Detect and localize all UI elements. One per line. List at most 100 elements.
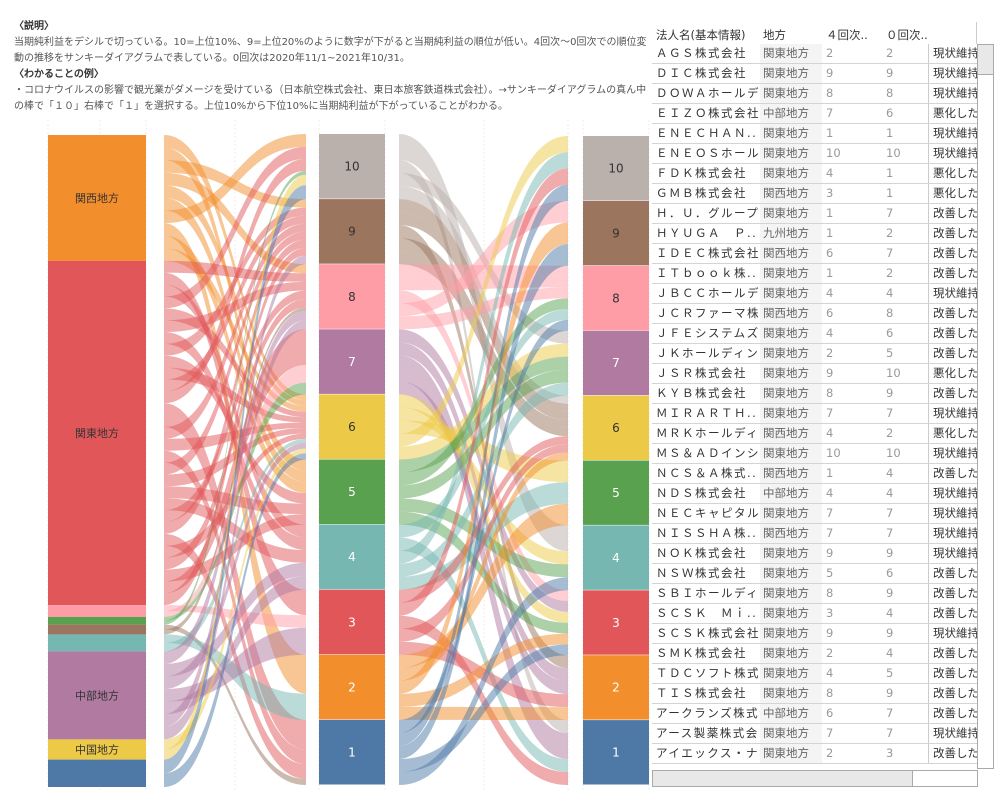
sankey-flow[interactable] [164,329,306,594]
table-row[interactable]: ＴＩＳ株式会社 関東地方 8 9 改善した [652,684,978,704]
sankey-flow[interactable] [399,184,568,746]
sankey-flow[interactable] [399,309,568,538]
table-row[interactable]: ＥＮＥＯＳホール.. 関東地方 10 10 現状維持 [652,144,978,164]
sankey-flow[interactable] [399,238,568,429]
sankey-flow[interactable] [399,382,568,577]
decile-segment[interactable] [319,394,385,459]
region-segment[interactable] [48,260,146,606]
sankey-flow[interactable] [164,415,306,750]
sankey-flow[interactable] [164,450,306,765]
sankey-flow[interactable] [399,644,568,772]
sankey-flow[interactable] [399,511,568,634]
sankey-flow[interactable] [399,482,568,590]
decile-segment[interactable] [583,136,649,201]
decile-segment[interactable] [319,329,385,394]
table-row[interactable]: ＨＹＵＧＡ Ｐ.. 九州地方 1 2 改善した [652,224,978,244]
sankey-flow[interactable] [399,222,568,694]
decile-segment[interactable] [319,199,385,264]
sankey-flow[interactable] [164,576,306,715]
table-row[interactable]: ＫＹＢ株式会社 関東地方 8 9 改善した [652,384,978,404]
sankey-flow[interactable] [164,533,306,779]
table-row[interactable]: ＮＣＳ＆Ａ株式.. 関西地方 1 4 改善した [652,464,978,484]
region-segment[interactable] [48,616,146,625]
sankey-flow[interactable] [399,152,568,564]
sankey-flow[interactable] [399,369,568,499]
table-row[interactable]: ＪＢＣＣホールデ.. 関東地方 4 4 現状維持 [652,284,978,304]
decile-segment[interactable] [583,525,649,590]
sankey-flow[interactable] [399,168,568,616]
table-row[interactable]: ＪＫホールディング..関東地方 2 5 改善した [652,344,978,364]
sankey-flow[interactable] [399,444,568,642]
decile-segment[interactable] [319,654,385,720]
header-company[interactable]: 法人名(基本情報) [656,28,746,42]
table-row[interactable]: ＭＩＲＡＲＴＨ.. 関東地方 7 7 現状維持 [652,404,978,424]
sankey-flow[interactable] [164,308,306,418]
sankey-flow[interactable] [399,212,568,420]
table-row[interactable]: ＴＤＣソフト株式.. 関東地方 4 5 改善した [652,664,978,684]
sankey-flow[interactable] [164,255,306,727]
header-round4[interactable]: ４回次.. [826,28,868,42]
horizontal-scrollbar[interactable] [652,770,978,787]
sankey-flow[interactable] [164,438,306,652]
region-segment[interactable] [48,634,146,652]
table-row[interactable]: ＤＯＷＡホールデ.. 関東地方 8 8 現状維持 [652,84,978,104]
sankey-flow[interactable] [164,239,306,534]
table-row[interactable]: ＩＴｂｏｏｋ株.. 関東地方 1 2 改善した [652,264,978,284]
table-row[interactable]: ＪＦＥシステムズ.. 関東地方 4 6 改善した [652,324,978,344]
decile-segment[interactable] [583,720,649,785]
table-row[interactable]: アイエックス・ナレッ..関東地方 2 3 改善した [652,744,978,764]
table-row[interactable]: ＪＣＲファーマ株.. 関西地方 6 8 改善した [652,304,978,324]
decile-segment[interactable] [583,590,649,655]
sankey-flow[interactable] [164,215,306,392]
sankey-flow[interactable] [164,624,306,785]
decile-segment[interactable] [583,655,649,720]
decile-segment[interactable] [319,459,385,525]
sankey-flow[interactable] [399,244,568,759]
region-segment[interactable] [48,759,146,787]
table-row[interactable]: ＳＢＩホールディン..関東地方 8 9 改善した [652,584,978,604]
table-row[interactable]: ＩＤＥＣ株式会社 関西地方 6 7 改善した [652,244,978,264]
sankey-flow[interactable] [399,251,568,437]
sankey-flow[interactable] [164,158,306,404]
sankey-flow[interactable] [164,367,306,423]
region-segment[interactable] [48,624,146,635]
sankey-flow[interactable] [399,537,568,773]
sankey-flow[interactable] [164,174,306,760]
sankey-flow[interactable] [164,453,306,787]
sankey-flow[interactable] [164,134,306,224]
table-row[interactable]: ＤＩＣ株式会社 関東地方 9 9 現状維持 [652,64,978,84]
sankey-flow[interactable] [399,136,568,447]
table-row[interactable]: アース製薬株式会.. 関東地方 7 7 現状維持 [652,724,978,744]
table-row[interactable]: ＮＥＣキャピタルソ..関東地方 7 7 現状維持 [652,504,978,524]
table-row[interactable]: ＭＲＫホールディン..関西地方 4 2 悪化した [652,424,978,444]
decile-segment[interactable] [319,524,385,590]
table-row[interactable]: アークランズ株式会..中部地方 6 7 改善した [652,704,978,724]
table-row[interactable]: ＳＣＳＫ株式会社 関東地方 9 9 現状維持 [652,624,978,644]
table-row[interactable]: ＮＯＫ株式会社 関東地方 9 9 現状維持 [652,544,978,564]
table-row[interactable]: ＥＩＺＯ株式会社 中部地方 7 6 悪化した [652,104,978,124]
sankey-flow[interactable] [164,185,306,774]
sankey-flow[interactable] [164,332,306,551]
vertical-scroll-thumb[interactable] [978,45,993,75]
table-row[interactable]: ＡＧＳ株式会社 関東地方 2 2 現状維持 [652,44,978,64]
horizontal-scroll-thumb[interactable] [653,771,913,786]
sankey-flow[interactable] [399,503,568,668]
header-region[interactable]: 地方 [763,28,786,42]
table-row[interactable]: ＳＭＫ株式会社 関東地方 2 4 改善した [652,644,978,664]
sankey-flow[interactable] [399,615,568,785]
sankey-flow[interactable] [399,452,568,681]
decile-segment[interactable] [319,589,385,655]
table-row[interactable]: ＮＳＷ株式会社 関東地方 5 6 改善した [652,564,978,584]
decile-segment[interactable] [319,134,385,199]
decile-segment[interactable] [583,395,649,460]
decile-segment[interactable] [583,460,649,525]
sankey-flow[interactable] [399,355,568,747]
region-segment[interactable] [48,605,146,617]
sankey-flow[interactable] [164,382,306,621]
decile-segment[interactable] [583,265,649,331]
decile-segment[interactable] [583,330,649,396]
table-row[interactable]: ＧＭＢ株式会社 関西地方 3 1 悪化した [652,184,978,204]
header-status[interactable] [928,26,978,44]
sankey-flow[interactable] [164,247,306,606]
